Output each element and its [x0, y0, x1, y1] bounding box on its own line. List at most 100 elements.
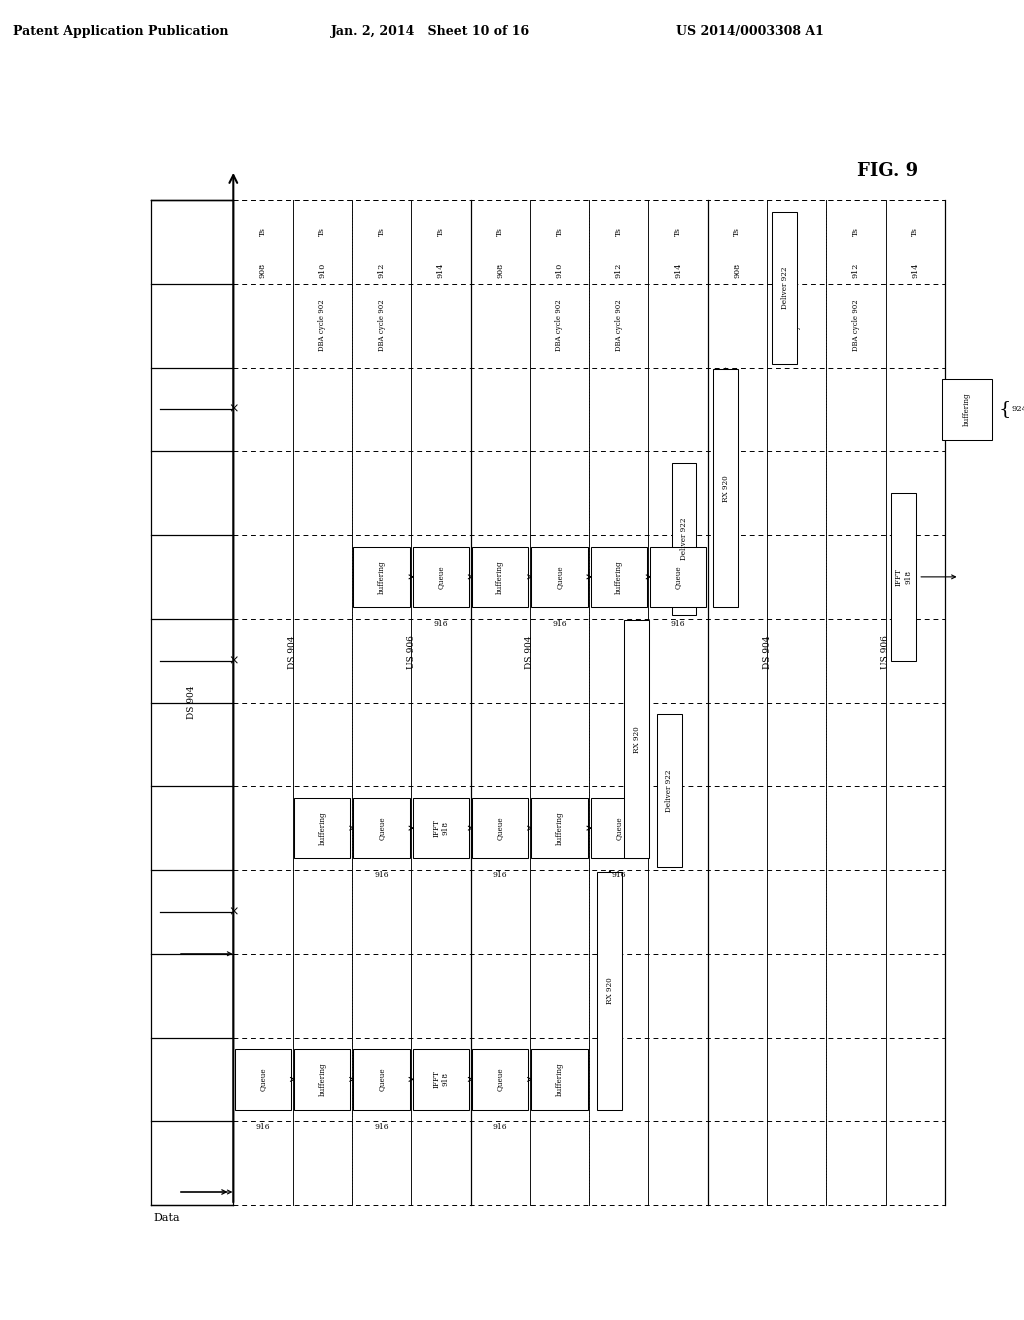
Text: 916: 916: [493, 1122, 508, 1130]
Text: RX 920: RX 920: [722, 475, 729, 502]
Text: IFFT
918: IFFT 918: [432, 1071, 450, 1088]
Text: buffering: buffering: [497, 560, 504, 594]
Text: 914: 914: [437, 263, 444, 277]
Text: FIG. 9: FIG. 9: [857, 162, 919, 180]
Text: 916: 916: [374, 1122, 389, 1130]
Text: DS 904: DS 904: [525, 635, 535, 669]
Text: DBA cycle 902: DBA cycle 902: [852, 300, 860, 351]
Text: Queue: Queue: [614, 816, 623, 840]
Text: Ts: Ts: [852, 227, 860, 236]
Bar: [472, 1049, 528, 1110]
Text: 916: 916: [493, 871, 508, 879]
Text: 916: 916: [256, 1122, 270, 1130]
Text: 910: 910: [555, 263, 563, 277]
Text: DBA cycle 902: DBA cycle 902: [378, 300, 386, 351]
Bar: [941, 379, 992, 440]
Text: Deliver 922: Deliver 922: [781, 267, 788, 309]
Text: RX 920: RX 920: [606, 977, 613, 1005]
Text: 916: 916: [374, 871, 389, 879]
Text: DBA cycle 902: DBA cycle 902: [614, 300, 623, 351]
Bar: [413, 799, 469, 858]
Text: DBA cycle 902: DBA cycle 902: [555, 300, 563, 351]
Text: RX 920: RX 920: [633, 726, 641, 752]
Text: Queue: Queue: [497, 1068, 504, 1092]
Text: Ts: Ts: [911, 227, 920, 236]
Text: buffering: buffering: [555, 1063, 563, 1096]
Text: 916: 916: [671, 620, 685, 628]
Text: Ts: Ts: [614, 227, 623, 236]
Bar: [413, 1049, 469, 1110]
Text: Deliver 922: Deliver 922: [666, 770, 673, 812]
Text: US 906: US 906: [881, 635, 890, 669]
Text: 924: 924: [1011, 405, 1024, 413]
Bar: [656, 714, 682, 867]
Text: DS 904: DS 904: [288, 635, 297, 669]
Text: 914: 914: [911, 263, 920, 277]
Text: 910: 910: [318, 263, 327, 277]
Text: 916: 916: [433, 620, 449, 628]
Text: Queue: Queue: [378, 1068, 386, 1092]
Text: 908: 908: [259, 263, 267, 277]
Text: Ts: Ts: [555, 227, 563, 236]
Text: buffering: buffering: [378, 560, 386, 594]
Text: Queue: Queue: [555, 565, 563, 589]
Text: ×: ×: [228, 403, 239, 416]
Bar: [597, 871, 623, 1110]
Text: 916: 916: [552, 620, 566, 628]
Text: Queue: Queue: [437, 565, 444, 589]
Bar: [353, 799, 410, 858]
Text: US 906: US 906: [407, 635, 416, 669]
Text: IFFT
918: IFFT 918: [895, 568, 912, 586]
Bar: [531, 546, 588, 607]
Text: buffering: buffering: [555, 812, 563, 845]
Text: buffering: buffering: [963, 392, 971, 426]
Text: 912: 912: [614, 263, 623, 277]
Bar: [531, 1049, 588, 1110]
Bar: [591, 799, 647, 858]
Text: Queue: Queue: [259, 1068, 267, 1092]
Text: 912: 912: [852, 263, 860, 277]
Text: Queue: Queue: [497, 816, 504, 840]
Bar: [891, 494, 915, 660]
Bar: [591, 546, 647, 607]
Text: Ts: Ts: [674, 227, 682, 236]
Bar: [672, 463, 696, 615]
Text: 910: 910: [793, 263, 801, 277]
Text: 908: 908: [497, 263, 504, 277]
Text: Patent Application Publication: Patent Application Publication: [12, 25, 228, 38]
Text: ×: ×: [228, 655, 239, 667]
Bar: [472, 546, 528, 607]
Text: buffering: buffering: [318, 1063, 327, 1096]
Bar: [772, 211, 798, 364]
Bar: [713, 370, 738, 607]
Text: US 906: US 906: [644, 635, 653, 669]
Text: 916: 916: [611, 871, 626, 879]
Bar: [294, 1049, 350, 1110]
Text: 912: 912: [378, 263, 386, 277]
Bar: [624, 620, 649, 858]
Bar: [353, 546, 410, 607]
Bar: [294, 799, 350, 858]
Text: US 2014/0003308 A1: US 2014/0003308 A1: [676, 25, 823, 38]
Text: buffering: buffering: [614, 560, 623, 594]
Text: Data: Data: [154, 1213, 180, 1224]
Text: Ts: Ts: [259, 227, 267, 236]
Text: Jan. 2, 2014   Sheet 10 of 16: Jan. 2, 2014 Sheet 10 of 16: [331, 25, 529, 38]
Text: 908: 908: [733, 263, 741, 277]
Bar: [531, 799, 588, 858]
Text: buffering: buffering: [318, 812, 327, 845]
Text: DS 904: DS 904: [763, 635, 771, 669]
Text: DS 904: DS 904: [187, 686, 197, 719]
Bar: [413, 546, 469, 607]
Text: Ts: Ts: [733, 227, 741, 236]
Text: ×: ×: [228, 906, 239, 919]
Text: Queue: Queue: [378, 816, 386, 840]
Bar: [650, 546, 707, 607]
Text: Ts: Ts: [378, 227, 386, 236]
Text: IFFT
918: IFFT 918: [432, 820, 450, 837]
Text: DBA cycle 902: DBA cycle 902: [318, 300, 327, 351]
Text: Ts: Ts: [793, 227, 801, 236]
Text: Deliver 922: Deliver 922: [680, 517, 688, 561]
Text: {: {: [998, 400, 1011, 418]
Text: Ts: Ts: [318, 227, 327, 236]
